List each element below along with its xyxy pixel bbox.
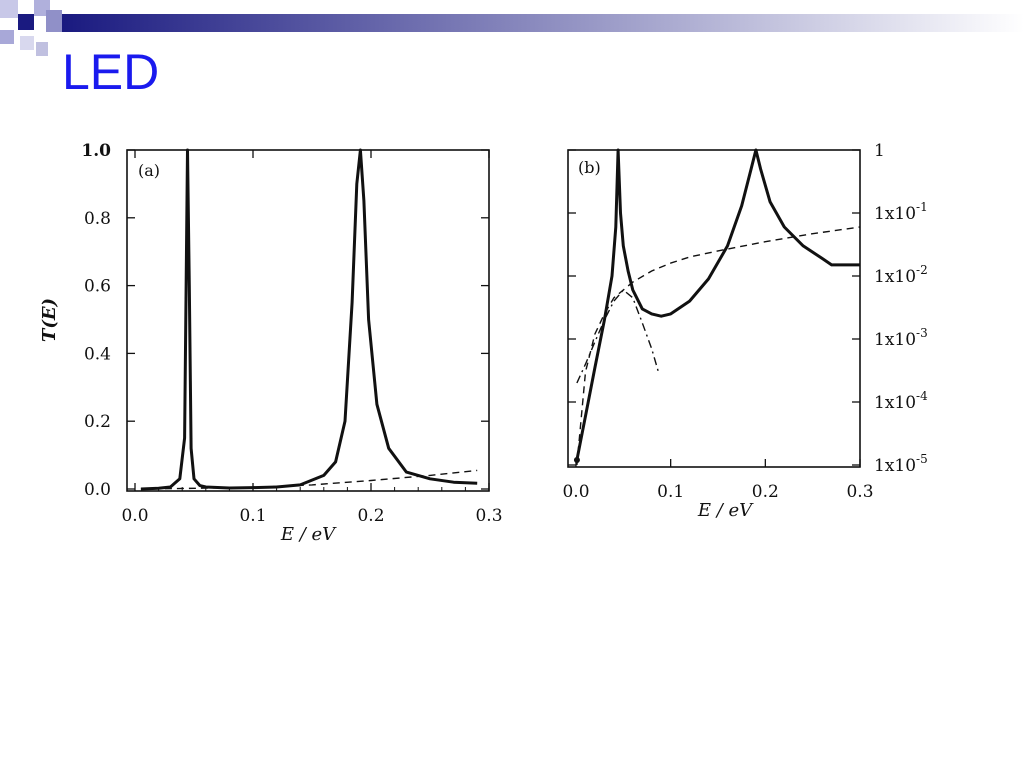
panel-a-xtick-label: 0.1 (239, 506, 266, 526)
panel-b-xtick-label: 0.0 (562, 482, 589, 502)
panel-a-label: (a) (138, 161, 160, 180)
panel-b-series (573, 148, 861, 466)
panel-b-xtick-label: 0.2 (752, 482, 779, 502)
panel-a-ytick-label: 0.0 (84, 480, 111, 500)
panel-b-xtick-label: 0.3 (846, 482, 873, 502)
panel-b-ytick-label: 1x10-2 (874, 263, 928, 287)
panel-a-xlabel: E / eV (280, 524, 337, 545)
panel-b-ytick-base: 1x10 (874, 393, 916, 413)
panel-a-ytick-label: 0.4 (84, 344, 111, 364)
panel-b-ytick-label: 1x10-5 (874, 452, 928, 476)
panel-b-xlabel: E / eV (697, 500, 754, 521)
panel-b: (b) 0.0 0.1 0.2 0.311x10-11x10-21x10-31x10-… (562, 141, 928, 521)
panel-b-ytick-label: 1 (874, 141, 885, 161)
panel-a-series (140, 148, 478, 491)
slide-title: LED (62, 44, 160, 100)
panel-b-ytick-base: 1x10 (874, 267, 916, 287)
panel-b-ticks: 0.0 0.1 0.2 0.311x10-11x10-21x10-31x10-41x1… (562, 141, 928, 502)
deco-square (20, 36, 34, 50)
panel-b-frame (567, 149, 861, 468)
panel-a-ytick-label: 0.2 (84, 412, 111, 432)
panel-a-series-solid (140, 148, 478, 491)
panel-b-ytick-base: 1x10 (874, 204, 916, 224)
panel-a-ytick-label: 1.0 (81, 141, 111, 161)
deco-square (18, 14, 34, 30)
panel-a-ticks: 0.0 0.1 0.2 0.3 0.0 0.2 0.4 0.6 0.8 1.0 (81, 141, 502, 526)
panel-a-ytick-label: 0.8 (84, 209, 111, 229)
panel-b-ytick-exponent: -4 (916, 389, 928, 403)
panel-b-series-dashdot (576, 289, 660, 384)
panel-a-ytick-label: 0.6 (84, 277, 111, 297)
title-decoration (0, 0, 1024, 56)
panel-a-frame (126, 149, 490, 492)
panel-a: (a) 0.0 0.1 0.2 0.3 0.0 0.2 0.4 0.6 0.8 1.0 E / e… (39, 141, 503, 545)
panel-b-ytick-base: 1x10 (874, 456, 916, 476)
panel-b-ytick-label: 1x10-3 (874, 326, 928, 350)
deco-square (36, 42, 48, 56)
panel-b-ytick-base: 1 (874, 141, 885, 161)
deco-square (0, 0, 18, 18)
panel-b-ytick-label: 1x10-1 (874, 200, 928, 224)
panel-a-series-dashed (140, 469, 478, 490)
panel-b-ytick-exponent: -3 (916, 326, 928, 340)
panel-b-ytick-exponent: -1 (916, 200, 928, 214)
panel-b-label: (b) (578, 158, 601, 177)
panel-a-xtick-label: 0.0 (121, 506, 148, 526)
deco-square (46, 10, 62, 32)
panel-b-start-point (573, 457, 580, 464)
panel-b-series-dashed (576, 226, 861, 466)
panel-b-ytick-label: 1x10-4 (874, 389, 928, 413)
panel-a-xtick-label: 0.2 (357, 506, 384, 526)
title-bar (62, 14, 1024, 32)
deco-square (0, 30, 14, 44)
panel-b-ytick-exponent: -2 (916, 263, 928, 277)
panel-b-ytick-exponent: -5 (916, 452, 928, 466)
panel-b-xtick-label: 0.1 (657, 482, 684, 502)
panel-a-ylabel: T(E) (39, 298, 60, 342)
panel-b-ytick-base: 1x10 (874, 330, 916, 350)
panel-a-xtick-label: 0.3 (475, 506, 502, 526)
panel-b-series-solid (575, 148, 860, 461)
